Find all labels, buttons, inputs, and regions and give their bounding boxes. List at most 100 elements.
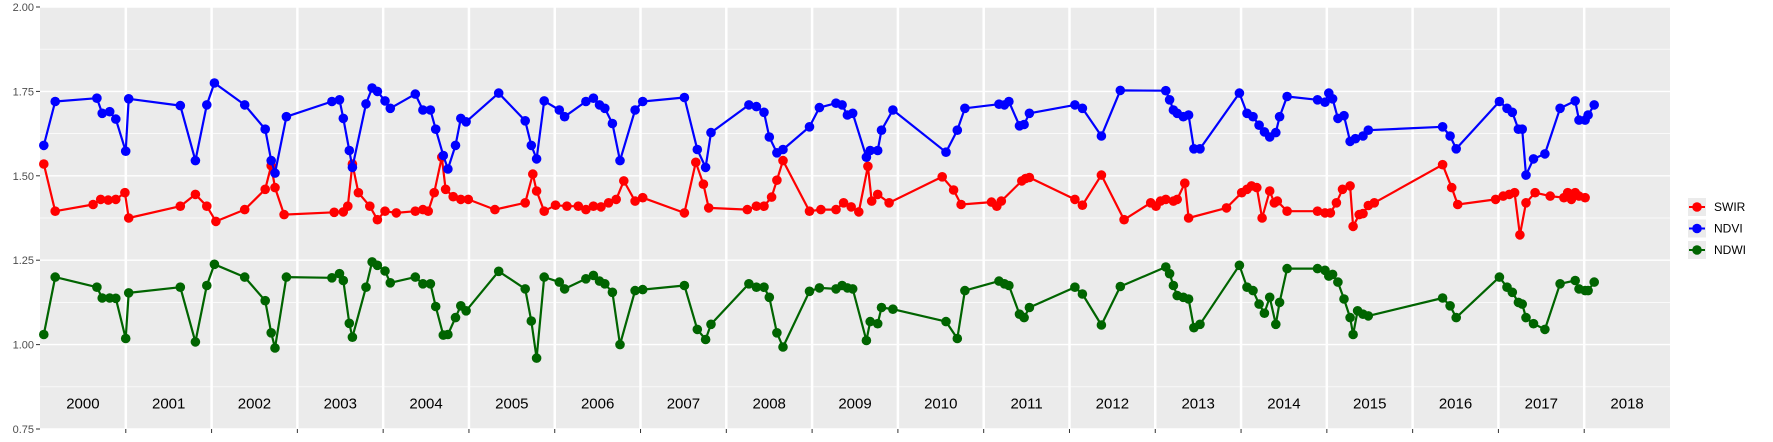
data-point — [50, 206, 60, 216]
data-point — [493, 266, 504, 277]
data-point — [430, 124, 441, 134]
data-point — [526, 316, 537, 326]
data-point — [1445, 301, 1455, 311]
data-point — [615, 155, 625, 166]
data-point — [581, 96, 591, 107]
data-point — [861, 335, 872, 346]
data-point — [1348, 329, 1358, 340]
legend-label: NDVI — [1714, 222, 1743, 236]
data-point — [111, 114, 121, 124]
data-point — [941, 147, 951, 157]
data-point — [344, 318, 355, 329]
data-point — [123, 213, 134, 223]
data-point — [1248, 111, 1258, 122]
data-point — [1555, 103, 1565, 114]
data-point — [50, 272, 60, 282]
year-label: 2002 — [238, 396, 271, 413]
data-point — [463, 194, 474, 205]
y-axis: 0.75 1.00 1.25 1.50 1.75 2.00 — [13, 2, 1585, 436]
data-point — [751, 201, 762, 211]
data-point — [343, 201, 353, 211]
data-point — [1517, 124, 1527, 134]
data-point — [600, 279, 610, 289]
data-point — [814, 102, 825, 113]
data-point — [347, 162, 358, 173]
data-point — [692, 144, 703, 155]
data-point — [804, 122, 815, 132]
data-point — [888, 105, 898, 115]
data-point — [1312, 95, 1323, 105]
data-point — [956, 199, 966, 210]
data-point — [1521, 198, 1531, 208]
year-label: 2018 — [1610, 396, 1643, 413]
data-point — [1274, 111, 1285, 122]
data-point — [778, 342, 788, 352]
data-point — [948, 185, 959, 195]
data-point — [1161, 85, 1171, 96]
data-point — [418, 279, 428, 289]
data-point — [804, 206, 815, 216]
data-point — [1234, 88, 1245, 98]
data-point — [1555, 279, 1565, 289]
data-point — [372, 214, 383, 225]
data-point — [1583, 110, 1593, 120]
data-point — [39, 159, 49, 169]
data-point — [448, 191, 459, 202]
data-point — [380, 96, 390, 106]
data-point — [1339, 110, 1349, 121]
year-label: 2003 — [324, 396, 357, 413]
data-point — [1096, 170, 1107, 180]
data-point — [1358, 208, 1368, 219]
data-point — [1004, 96, 1014, 107]
data-point — [461, 306, 471, 316]
data-point — [1521, 170, 1531, 180]
data-point — [450, 140, 461, 151]
data-point — [1528, 318, 1539, 329]
data-point — [347, 332, 358, 343]
data-point — [573, 201, 584, 211]
data-point — [50, 96, 60, 107]
data-point — [39, 140, 49, 151]
data-point — [239, 272, 250, 282]
data-point — [1164, 268, 1175, 279]
data-point — [1363, 125, 1374, 135]
data-point — [759, 107, 769, 118]
data-point — [39, 329, 49, 340]
data-point — [438, 150, 449, 161]
data-point — [1070, 100, 1080, 110]
data-point — [281, 272, 292, 282]
data-point — [1271, 319, 1281, 330]
data-point — [1115, 281, 1126, 292]
data-point — [607, 118, 618, 129]
data-point — [526, 140, 537, 151]
data-point — [1254, 120, 1264, 130]
data-point — [1446, 182, 1457, 193]
data-point — [425, 105, 436, 115]
data-point — [1161, 194, 1171, 205]
data-point — [1363, 311, 1374, 321]
data-point — [588, 201, 599, 211]
legend-marker — [1692, 223, 1702, 234]
data-point — [772, 175, 782, 185]
data-point — [847, 284, 858, 294]
data-point — [1494, 96, 1505, 107]
data-point — [872, 318, 883, 329]
data-point — [1264, 292, 1275, 303]
data-point — [816, 204, 826, 215]
data-point — [550, 200, 561, 210]
data-point — [1180, 178, 1190, 188]
data-point — [630, 105, 640, 115]
data-point — [1589, 277, 1599, 287]
legend-item-ndvi: NDVI — [1688, 219, 1743, 238]
data-point — [1452, 199, 1463, 210]
data-point — [1312, 206, 1323, 216]
data-point — [520, 116, 530, 126]
data-point — [637, 284, 648, 295]
data-point — [1115, 85, 1126, 96]
data-point — [175, 201, 186, 211]
data-point — [703, 203, 714, 213]
data-point — [1195, 319, 1205, 330]
data-point — [581, 204, 591, 215]
data-point — [385, 103, 396, 114]
data-point — [960, 285, 970, 296]
